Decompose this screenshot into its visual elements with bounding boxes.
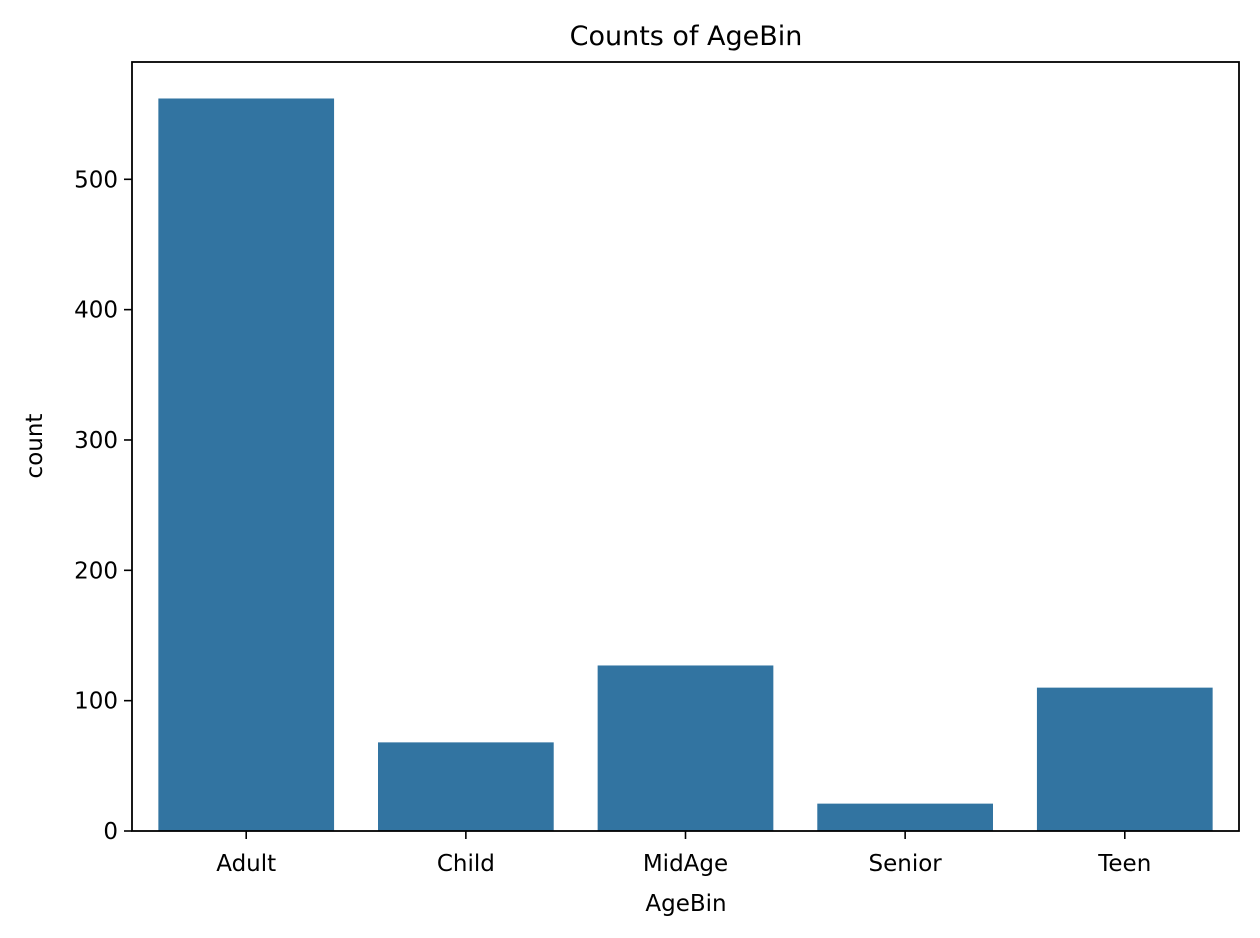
bars-layer (158, 98, 1213, 832)
y-tick-label-100: 100 (74, 689, 118, 715)
bar-child (378, 742, 554, 831)
x-axis-label: AgeBin (645, 891, 726, 917)
y-tick-label-400: 400 (74, 298, 118, 324)
y-axis: 0 100 200 300 400 500 (74, 167, 132, 845)
x-tick-label-teen: Teen (1097, 851, 1151, 877)
y-tick-label-300: 300 (74, 428, 118, 454)
y-axis-label: count (22, 414, 48, 479)
y-tick-label-200: 200 (74, 558, 118, 584)
bar-midage (597, 665, 774, 831)
y-tick-label-0: 0 (103, 819, 118, 845)
x-tick-label-midage: MidAge (643, 851, 728, 877)
x-tick-label-senior: Senior (869, 851, 943, 877)
chart-title: Counts of AgeBin (570, 21, 803, 52)
bar-teen (1036, 687, 1213, 831)
y-tick-label-500: 500 (74, 167, 118, 193)
x-tick-label-child: Child (437, 851, 495, 877)
x-axis: Adult Child MidAge Senior Teen (216, 831, 1151, 877)
x-tick-label-adult: Adult (216, 851, 276, 877)
bar-senior (817, 803, 993, 831)
bar-adult (158, 98, 335, 832)
